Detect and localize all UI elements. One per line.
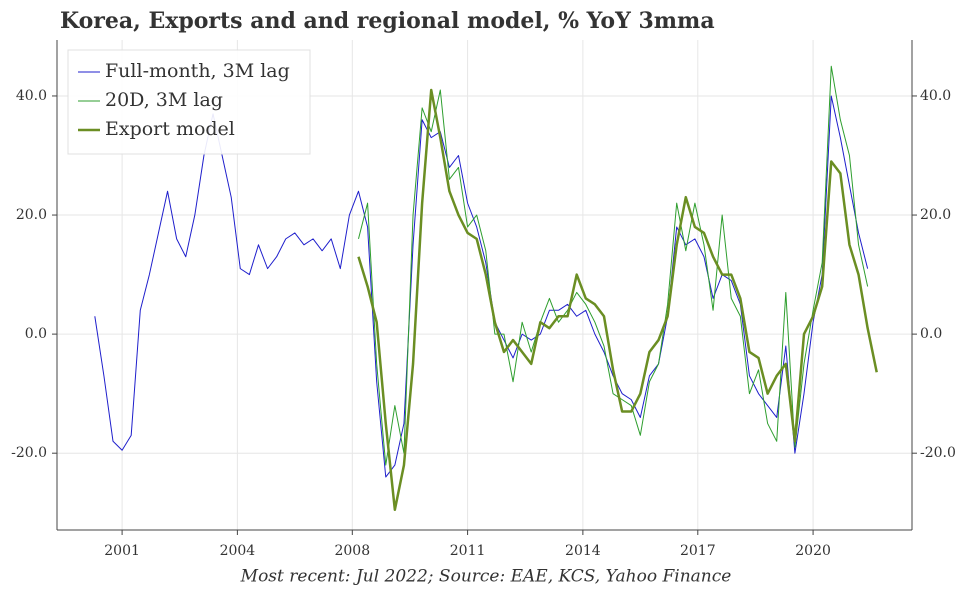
legend-label: Full-month, 3M lag (105, 60, 290, 82)
y-tick-label: 0.0 (25, 326, 47, 342)
chart-title: Korea, Exports and and regional model, %… (60, 8, 715, 34)
x-tick-label: 2008 (334, 543, 370, 559)
y-tick-label: 40.0 (16, 88, 47, 104)
y-tick-label: -20.0 (11, 445, 47, 461)
y2-tick-label: -20.0 (920, 445, 956, 461)
x-tick-label: 2004 (220, 543, 256, 559)
series-line (358, 65, 869, 466)
x-tick-label: 2020 (795, 543, 831, 559)
y2-tick-label: 20.0 (920, 207, 951, 223)
x-tick-label: 2001 (104, 543, 140, 559)
legend-box (67, 49, 311, 155)
legend-label: 20D, 3M lag (105, 89, 223, 111)
y2-tick-label: 0.0 (920, 326, 942, 342)
x-tick-label: 2014 (565, 543, 601, 559)
lines (94, 65, 878, 512)
legend: Full-month, 3M lag 20D, 3M lag Export mode… (67, 49, 311, 155)
footnote: Most recent: Jul 2022; Source: EAE, KCS,… (240, 567, 732, 587)
legend-label: Export model (105, 118, 235, 140)
x-tick-label: 2011 (450, 543, 486, 559)
y2-tick-label: 40.0 (920, 88, 951, 104)
series-line (357, 88, 878, 512)
y-tick-label: 20.0 (16, 207, 47, 223)
x-tick-label: 2017 (680, 543, 716, 559)
series-line (94, 95, 869, 478)
